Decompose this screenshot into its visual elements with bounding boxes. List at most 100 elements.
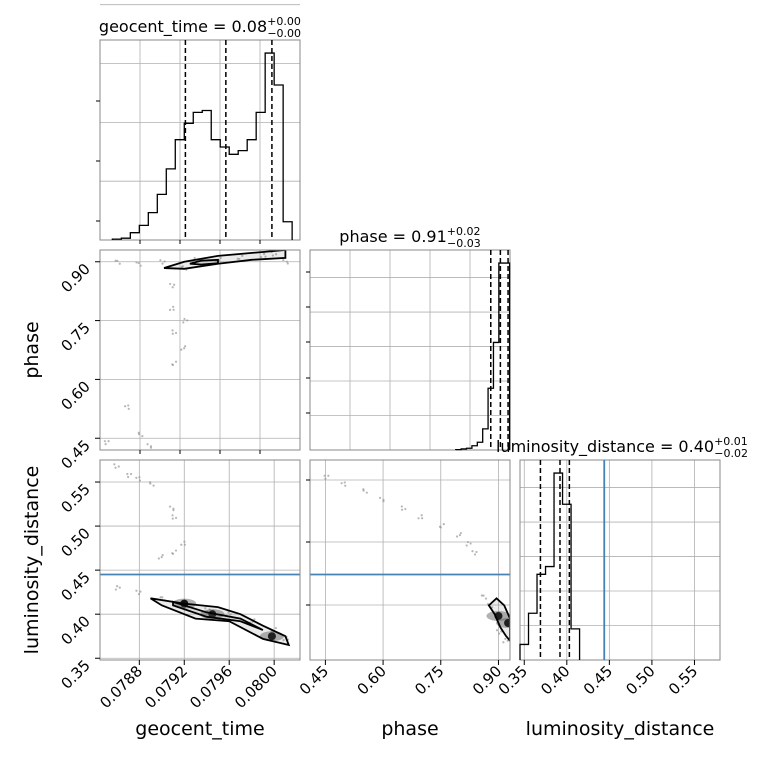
luminosity_distance-marginal-panel: luminosity_distance = 0.40+0.01 −0.02 0.35…: [495, 435, 748, 740]
luminosity_distance-vs-geocent_time-scatter-point: [126, 475, 130, 479]
phase-vs-geocent_time-scatter-point: [183, 347, 186, 350]
phase-vs-geocent_time-scatter-point: [286, 262, 289, 265]
luminosity_distance-vs-geocent_time-scatter-point: [114, 466, 117, 469]
luminosity_distance-vs-geocent_time-scatter-point: [138, 476, 141, 479]
phase-vs-geocent_time-scatter-point: [149, 445, 153, 448]
phase-vs-geocent_time-ylabel: phase: [21, 321, 43, 378]
phase-marginal-title-sup: +0.02: [447, 225, 481, 238]
luminosity_distance-vs-geocent_time-scatter-point: [148, 481, 152, 484]
luminosity_distance-vs-phase-xtick-label: 0.75: [411, 662, 447, 698]
luminosity_distance-vs-phase-scatter-point: [458, 534, 462, 537]
phase-vs-geocent_time-scatter-point: [182, 321, 185, 324]
phase-vs-geocent_time-ytick-label: 0.75: [57, 319, 93, 355]
phase-marginal-histogram: [455, 262, 511, 451]
luminosity_distance-vs-geocent_time-scatter-point: [183, 540, 186, 543]
luminosity_distance-vs-geocent_time-scatter-point: [229, 613, 232, 616]
luminosity_distance-vs-geocent_time-plot-area: [100, 463, 300, 647]
luminosity_distance-vs-geocent_time-scatter-point: [274, 626, 278, 630]
luminosity_distance-vs-geocent_time-ytick-label: 0.35: [57, 656, 93, 692]
luminosity_distance-vs-phase-scatter-point: [323, 474, 326, 477]
phase-vs-geocent_time-scatter-point: [186, 319, 189, 322]
luminosity_distance-vs-phase-scatter-point: [362, 488, 365, 491]
phase-vs-geocent_time-scatter-point: [124, 405, 127, 408]
phase-vs-geocent_time-scatter-point: [171, 332, 174, 335]
luminosity_distance-vs-phase-scatter-point: [506, 639, 509, 642]
phase-vs-geocent_time-scatter-point: [137, 261, 140, 265]
luminosity_distance-vs-geocent_time-scatter-point: [126, 472, 129, 476]
luminosity_distance-vs-phase-scatter-point: [484, 597, 488, 600]
phase-vs-geocent_time-scatter-point: [169, 282, 172, 286]
luminosity_distance-vs-geocent_time-scatter-point: [139, 590, 142, 593]
luminosity_distance-vs-geocent_time-scatter-point: [174, 549, 178, 552]
phase-vs-geocent_time-ytick-label: 0.45: [57, 436, 93, 472]
geocent_time-marginal-histogram: [111, 52, 293, 240]
phase-vs-geocent_time-scatter-point: [171, 286, 174, 289]
phase-vs-geocent_time-scatter-point: [238, 257, 241, 261]
luminosity_distance-vs-phase-scatter-point: [365, 491, 368, 494]
phase-vs-geocent_time-scatter-point: [285, 260, 288, 263]
phase-vs-geocent_time-scatter-point: [241, 254, 244, 257]
luminosity_distance-marginal-frame: [519, 459, 721, 661]
luminosity_distance-vs-phase-scatter-point: [498, 632, 501, 635]
luminosity_distance-vs-geocent_time-contour: [150, 597, 291, 647]
luminosity_distance-marginal-xtick-label: 0.35: [495, 662, 531, 698]
luminosity_distance-vs-phase-scatter-point: [382, 498, 385, 501]
luminosity_distance-vs-geocent_time-scatter-point: [157, 557, 160, 560]
phase-vs-geocent_time-scatter-point: [264, 255, 267, 258]
luminosity_distance-vs-geocent_time-ytick-label: 0.40: [57, 612, 93, 648]
phase-vs-geocent_time-scatter-point: [275, 253, 278, 256]
luminosity_distance-vs-geocent_time-scatter-point: [152, 484, 155, 487]
luminosity_distance-vs-geocent_time-scatter-point: [253, 618, 256, 621]
luminosity_distance-vs-phase-scatter-point: [442, 523, 445, 526]
luminosity_distance-vs-geocent_time-scatter-point: [171, 514, 174, 517]
luminosity_distance-vs-phase-scatter-point: [324, 477, 327, 480]
luminosity_distance-vs-geocent_time-xtick-label: 0.0800: [231, 662, 281, 712]
geocent_time-marginal-title-sub: −0.00: [267, 27, 301, 40]
phase-vs-geocent_time-scatter-point: [127, 407, 130, 410]
luminosity_distance-marginal-title: luminosity_distance = 0.40+0.01 −0.02: [496, 435, 748, 460]
luminosity_distance-vs-geocent_time-scatter-point: [137, 593, 141, 596]
luminosity_distance-vs-geocent_time-scatter-point: [174, 516, 178, 519]
luminosity_distance-vs-geocent_time-scatter-point: [114, 588, 117, 591]
luminosity_distance-vs-geocent_time-scatter-point: [161, 553, 164, 557]
luminosity_distance-vs-geocent_time-xtick-label: 0.0796: [186, 662, 236, 712]
geocent_time-marginal-title-sup: +0.00: [267, 15, 301, 28]
luminosity_distance-vs-phase-scatter-point: [344, 484, 347, 487]
luminosity_distance-vs-geocent_time-scatter-point: [282, 638, 285, 642]
phase-vs-geocent_time-plot-area: [103, 250, 289, 449]
phase-vs-geocent_time-ytick-label: 0.60: [57, 378, 93, 414]
luminosity_distance-vs-geocent_time-xlabel: geocent_time: [135, 718, 264, 740]
luminosity_distance-vs-phase-scatter-point: [417, 517, 420, 520]
phase-vs-geocent_time-scatter-point: [183, 317, 186, 321]
phase-vs-geocent_time-scatter-point: [171, 363, 175, 367]
phase-vs-geocent_time-scatter-point: [174, 331, 178, 335]
phase-vs-geocent_time-scatter-point: [103, 440, 106, 443]
luminosity_distance-vs-geocent_time-frame: [99, 459, 301, 661]
phase-vs-geocent_time-scatter-point: [137, 431, 140, 434]
phase-vs-geocent_time-scatter-point: [107, 440, 110, 443]
phase-vs-geocent_time-scatter-point: [114, 259, 117, 262]
luminosity_distance-vs-phase-scatter-point: [400, 508, 404, 511]
phase-vs-geocent_time-scatter-point: [173, 283, 176, 286]
phase-vs-geocent_time-contour: [189, 258, 219, 266]
luminosity_distance-vs-phase-scatter-point: [466, 540, 470, 544]
luminosity_distance-vs-geocent_time-ytick-label: 0.55: [57, 480, 93, 516]
luminosity_distance-vs-phase-scatter-point: [400, 505, 403, 508]
luminosity_distance-vs-geocent_time-scatter-point: [161, 596, 164, 599]
phase-marginal-frame: [309, 249, 511, 451]
luminosity_distance-vs-phase-xlabel: phase: [381, 718, 438, 740]
luminosity_distance-vs-geocent_time-scatter-point: [159, 596, 162, 599]
luminosity_distance-vs-phase-scatter-point: [465, 544, 468, 547]
geocent_time-marginal-title: geocent_time = 0.08+0.00 −0.00: [99, 15, 301, 40]
phase-vs-geocent_time-ytick-label: 0.90: [57, 260, 93, 296]
geocent_time-marginal-frame: [99, 39, 301, 241]
luminosity_distance-vs-phase-scatter-point: [482, 594, 485, 597]
luminosity_distance-vs-phase-scatter-point: [343, 481, 346, 484]
phase-vs-geocent_time-scatter-point: [116, 259, 119, 262]
luminosity_distance-vs-phase-scatter-point: [480, 594, 483, 597]
phase-vs-geocent_time-scatter-point: [263, 252, 266, 256]
luminosity_distance-vs-phase-xtick-label: 0.60: [354, 662, 390, 698]
phase-marginal-panel: phase = 0.91+0.02 −0.03: [306, 225, 511, 451]
luminosity_distance-vs-phase-scatter-point: [495, 629, 499, 632]
